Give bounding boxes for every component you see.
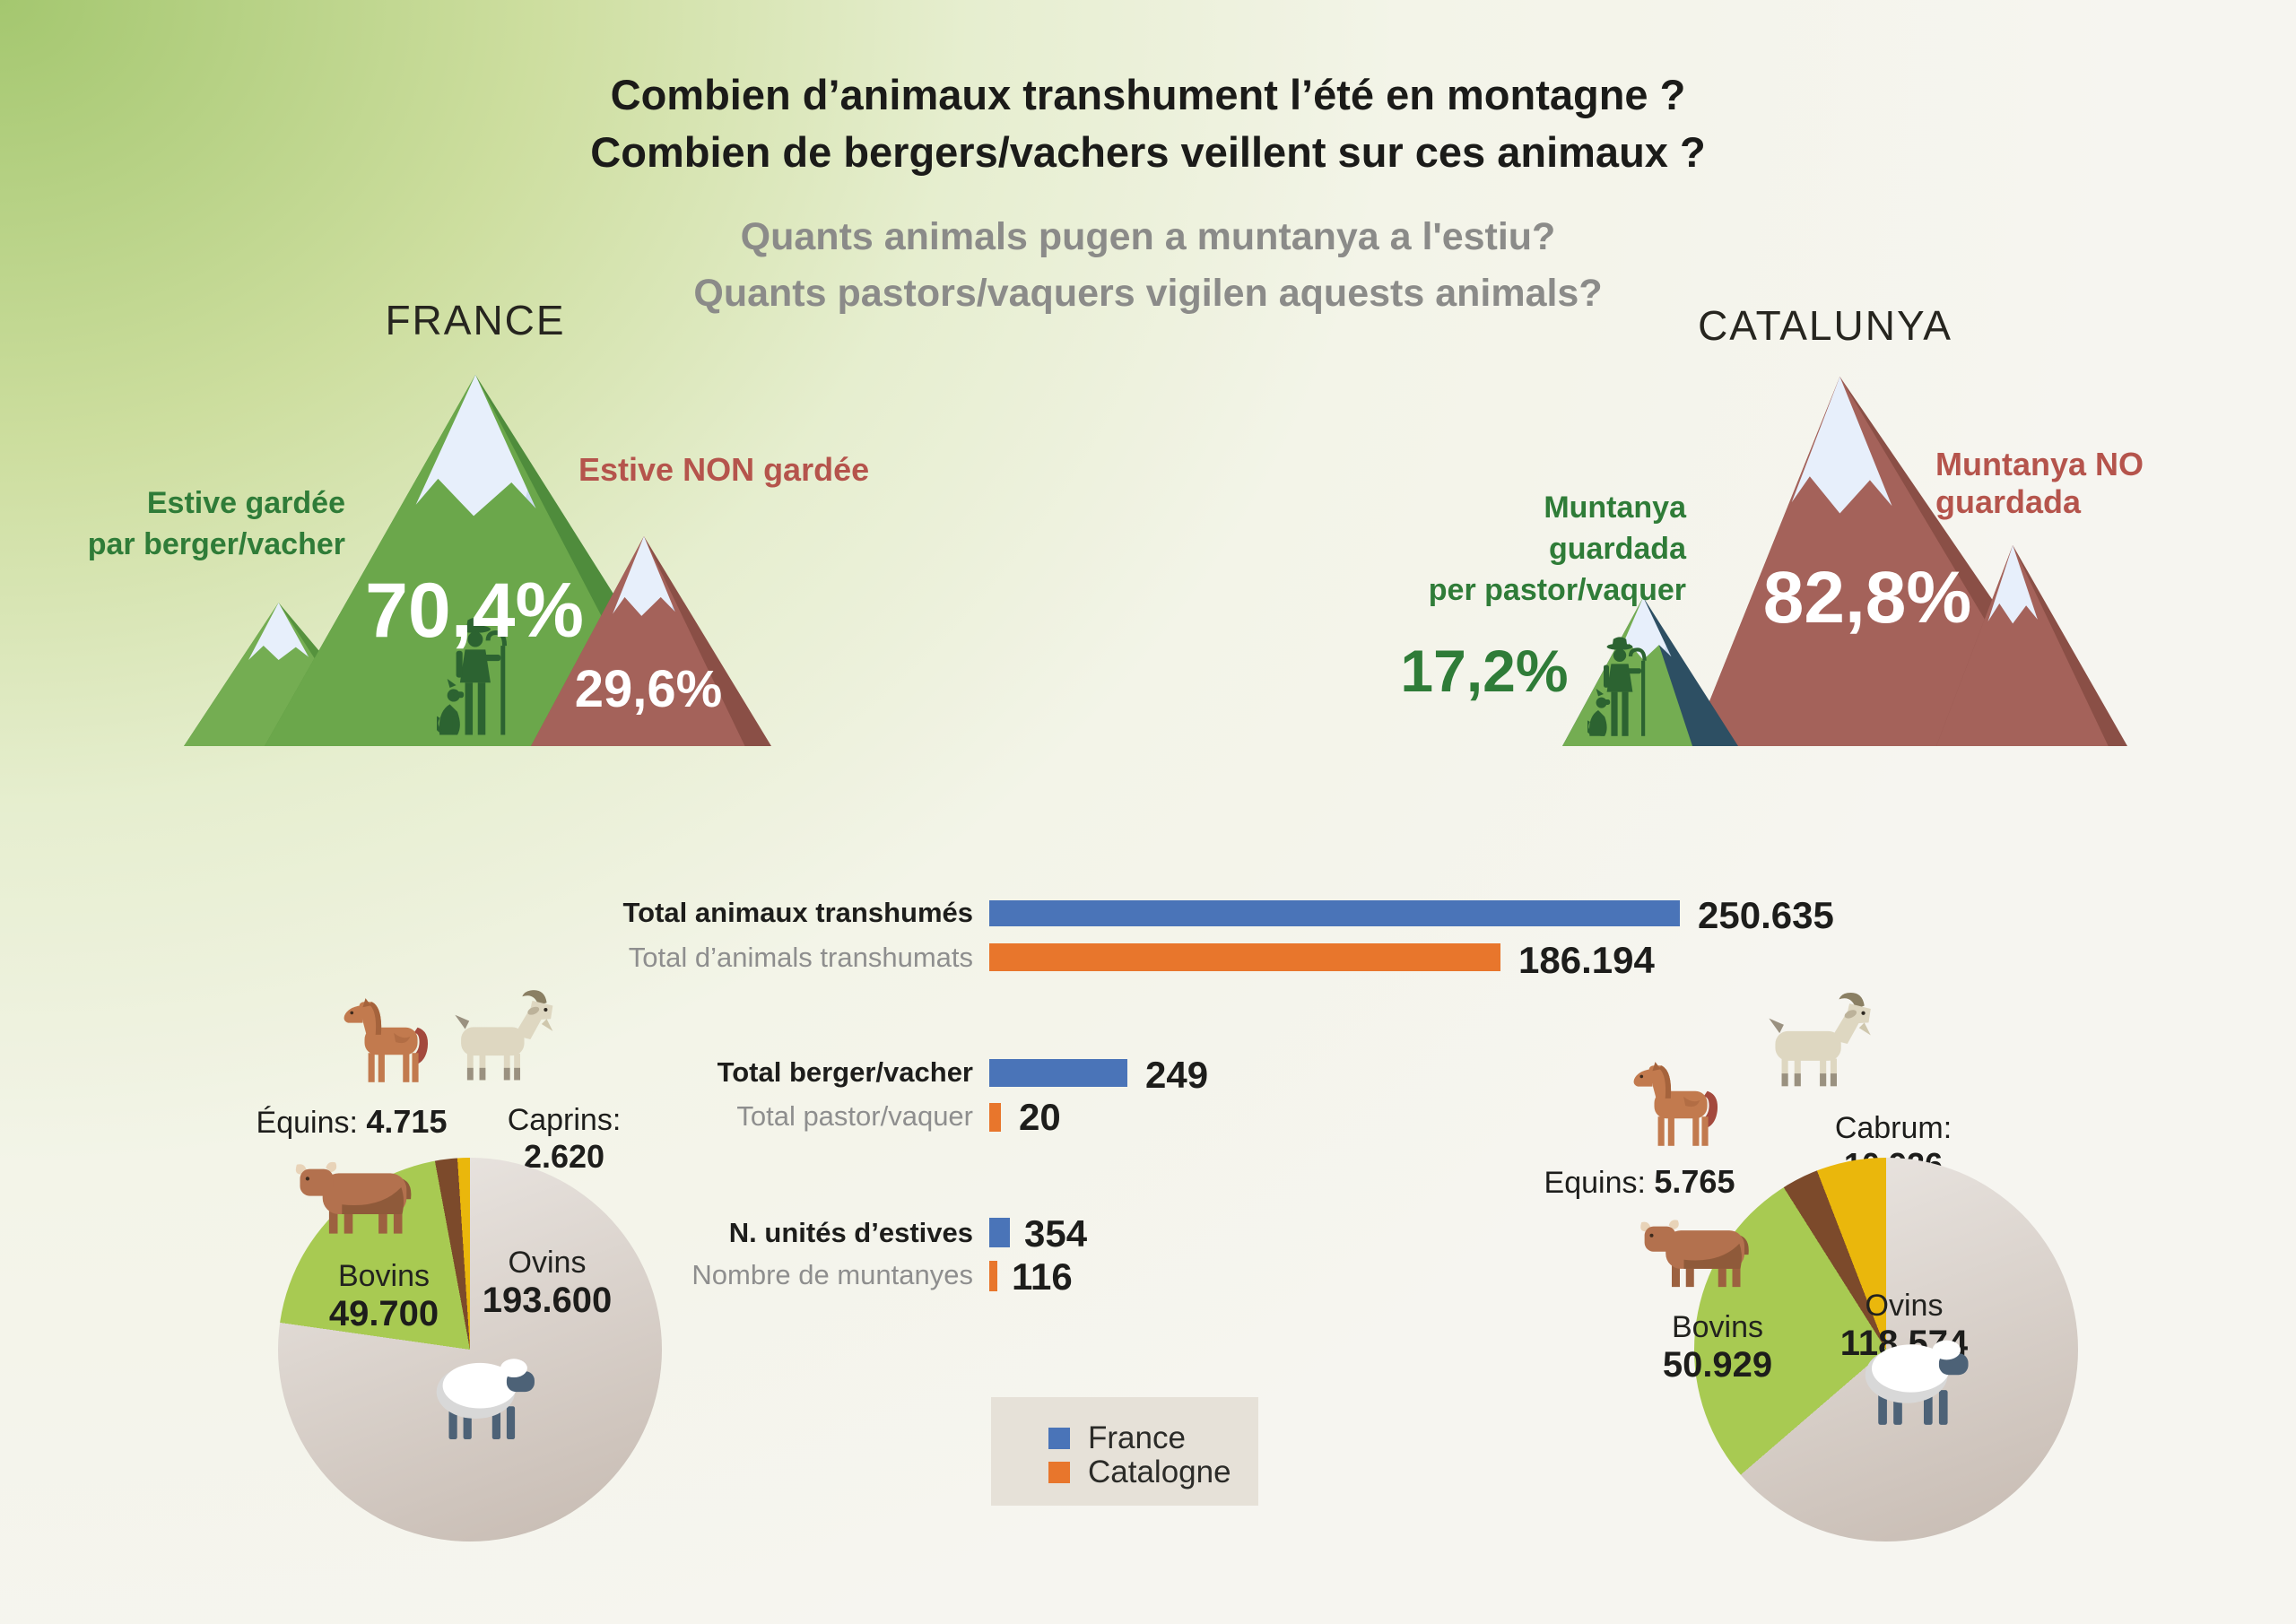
bar-value: 249 xyxy=(1145,1054,1209,1096)
cabrum-label: Cabrum: xyxy=(1834,1111,1952,1145)
bar-value: 116 xyxy=(1012,1255,1073,1298)
title-catalan-line2: Quants pastors/vaquers vigilen aquests a… xyxy=(693,272,1603,315)
legend-label: Catalogne xyxy=(1088,1455,1231,1489)
bovins-label: Bovins xyxy=(1671,1310,1764,1344)
goat-icon xyxy=(455,990,553,1081)
title-catalan-line1: Quants animals pugen a muntanya a l'esti… xyxy=(740,215,1556,258)
bar-value: 20 xyxy=(1019,1096,1061,1138)
bar-label-units-fr: N. unités d’estives xyxy=(728,1217,973,1248)
caprins-value: 2.620 xyxy=(523,1138,605,1175)
horse-icon xyxy=(1633,1062,1718,1146)
catalunya-species-pie xyxy=(1694,1158,2078,1541)
bovins-value: 49.700 xyxy=(328,1294,439,1333)
bar-label-total-animals-fr: Total animaux transhumés xyxy=(622,897,973,928)
catalogne-color-swatch xyxy=(1048,1462,1070,1483)
france-heading: FRANCE xyxy=(385,297,566,343)
ovins-label: Ovins xyxy=(508,1246,587,1280)
france-unguarded-mountain xyxy=(531,536,771,746)
france-ovins-stat: Ovins 193.600 xyxy=(448,1245,646,1320)
equins-value: 5.765 xyxy=(1654,1163,1735,1200)
bar-units-france xyxy=(989,1218,1010,1247)
cow-icon xyxy=(295,1161,412,1234)
bar-value: 250.635 xyxy=(1698,894,1834,936)
bar-label-shepherds-fr: Total berger/vacher xyxy=(717,1056,973,1088)
france-caprins-stat: Caprins: 2.620 xyxy=(465,1103,663,1176)
caprins-label: Caprins: xyxy=(507,1103,622,1137)
legend-label: France xyxy=(1088,1420,1186,1455)
france-equins-stat: Équins: 4.715 xyxy=(253,1103,450,1141)
legend-item-france: France xyxy=(1048,1420,1186,1456)
bar-value: 186.194 xyxy=(1518,939,1655,981)
bar-label-total-animals-ca: Total d’animals transhumats xyxy=(628,942,973,973)
bar-total-animals-catalogne xyxy=(989,943,1500,971)
france-species-pie xyxy=(278,1158,662,1541)
france-unguarded-label: Estive NON gardée xyxy=(578,451,870,488)
bovins-label: Bovins xyxy=(337,1259,430,1293)
catalunya-unguarded-label: Muntanya NO guardada xyxy=(1935,446,2144,520)
equins-label: Equins: xyxy=(1544,1166,1646,1200)
catalunya-unguarded-percent: 82,8% xyxy=(1762,557,1972,638)
equins-label: Équins: xyxy=(256,1106,358,1140)
france-guarded-percent: 70,4% xyxy=(365,568,584,654)
france-bovins-stat: Bovins 49.700 xyxy=(294,1258,474,1333)
bar-label-units-ca: Nombre de muntanyes xyxy=(691,1259,973,1290)
france-guarded-label: Estive gardée par berger/vacher xyxy=(76,482,345,565)
catalunya-heading: CATALUNYA xyxy=(1698,302,1952,349)
catalunya-equins-stat: Equins: 5.765 xyxy=(1541,1163,1738,1201)
france-unguarded-percent: 29,6% xyxy=(574,660,723,718)
ovins-value: 193.600 xyxy=(482,1281,613,1320)
cow-icon xyxy=(1640,1220,1749,1288)
catalunya-guarded-percent: 17,2% xyxy=(1400,638,1569,704)
label-line: Estive gardée xyxy=(146,486,345,520)
catalunya-bovins-stat: Bovins 50.929 xyxy=(1628,1309,1807,1385)
france-color-swatch xyxy=(1048,1428,1070,1449)
equins-value: 4.715 xyxy=(366,1103,448,1140)
title-french-line1: Combien d’animaux transhument l’été en m… xyxy=(610,71,1686,118)
bar-shepherds-france xyxy=(989,1059,1127,1087)
label-line: per pastor/vaquer xyxy=(1428,573,1686,607)
legend-item-catalogne: Catalogne xyxy=(1048,1455,1231,1490)
bar-value: 354 xyxy=(1024,1212,1088,1255)
bar-label-shepherds-ca: Total pastor/vaquer xyxy=(736,1100,973,1132)
bar-total-animals-france xyxy=(989,900,1680,926)
legend: France Catalogne xyxy=(991,1397,1258,1506)
goat-icon xyxy=(1769,992,1871,1087)
bar-units-catalogne xyxy=(989,1261,997,1291)
label-line: par berger/vacher xyxy=(87,527,345,561)
bovins-value: 50.929 xyxy=(1662,1345,1773,1385)
sheep-icon xyxy=(436,1359,535,1439)
label-line: Muntanya guardada xyxy=(1544,491,1686,566)
catalunya-guarded-label: Muntanya guardada per pastor/vaquer xyxy=(1417,487,1686,611)
horse-icon xyxy=(344,998,429,1082)
sheep-icon xyxy=(1865,1340,1969,1425)
bar-shepherds-catalogne xyxy=(989,1103,1001,1132)
title-french-line2: Combien de bergers/vachers veillent sur … xyxy=(590,128,1706,176)
shepherd-with-dog-icon xyxy=(1587,637,1647,736)
ovins-label: Ovins xyxy=(1865,1289,1944,1323)
catalunya-small-peak xyxy=(1936,545,2127,746)
shepherd-with-dog-icon xyxy=(437,617,508,735)
